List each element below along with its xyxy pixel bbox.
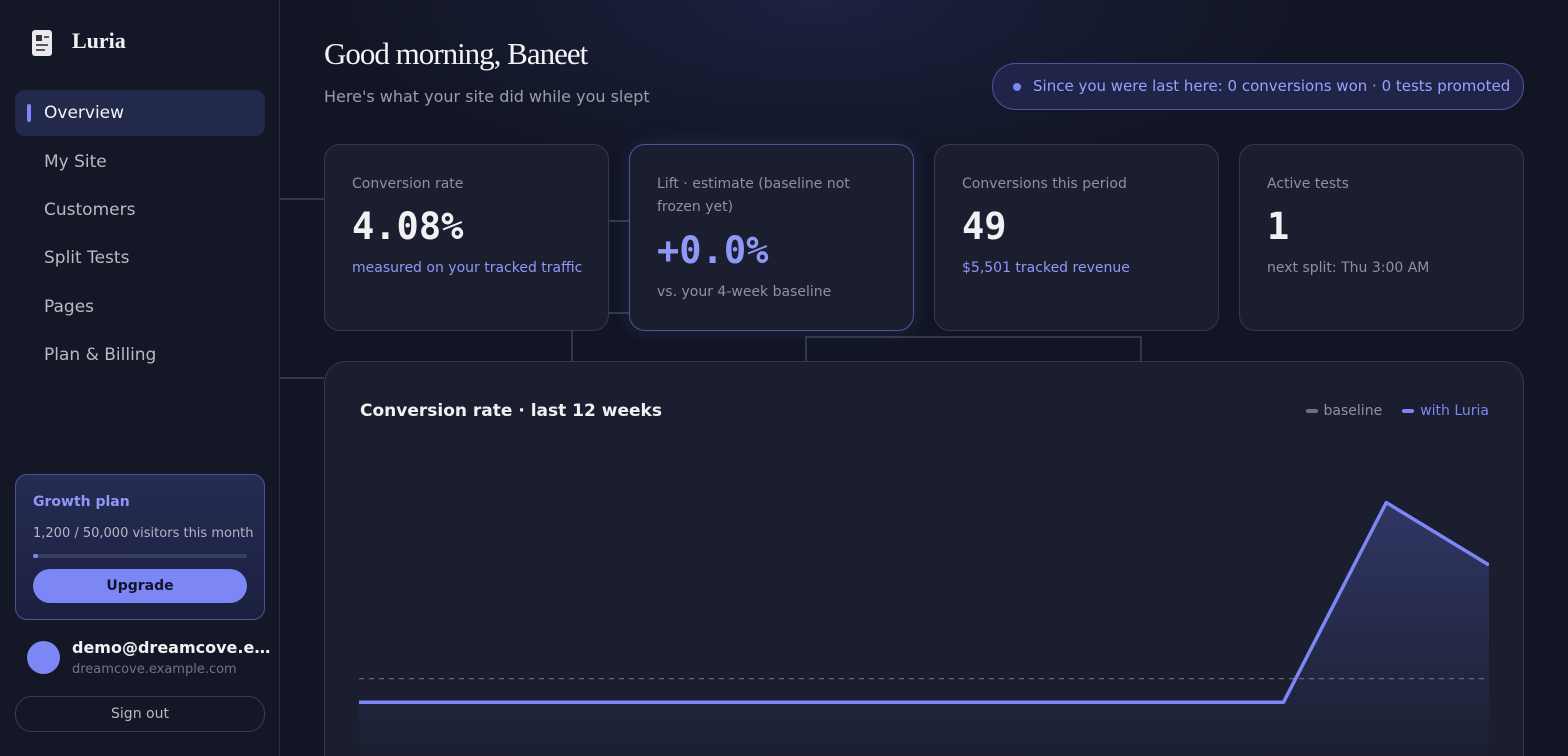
legend: baseline with Luria: [1305, 403, 1489, 419]
greeting: Good morning, Baneet: [324, 36, 588, 71]
user-site: dreamcove.example.com: [72, 662, 237, 677]
stat-note: next split: Thu 3:00 AM: [1267, 260, 1430, 276]
logo-icon: [32, 30, 52, 56]
line-chart: [359, 500, 1489, 756]
area: [359, 502, 1489, 756]
nav-item[interactable]: Split Tests: [44, 248, 130, 268]
banner-text: Since you were last here: 0 conversions …: [1033, 77, 1511, 95]
legend-item: with Luria: [1402, 403, 1489, 419]
chart-title: Conversion rate · last 12 weeks: [360, 401, 662, 421]
avatar: [27, 641, 60, 674]
legend-label: with Luria: [1420, 403, 1489, 419]
banner: Since you were last here: 0 conversions …: [992, 63, 1524, 110]
plan-usage: 1,200 / 50,000 visitors this month: [33, 526, 254, 541]
stat-value: 1: [1267, 205, 1290, 248]
nav-item[interactable]: Pages: [44, 297, 95, 317]
line: [359, 500, 1489, 704]
subtitle: Here's what your site did while you slep…: [324, 87, 650, 106]
legend-swatch: [1402, 409, 1415, 413]
stat-label: Lift · estimate (baseline not frozen yet…: [657, 176, 850, 215]
nav-item[interactable]: My Site: [44, 152, 107, 172]
brand-name: Luria: [72, 28, 126, 53]
legend-item: baseline: [1305, 403, 1383, 419]
nav-item[interactable]: Plan & Billing: [44, 345, 157, 365]
legend-label: baseline: [1323, 403, 1383, 419]
plan-title: Growth plan: [33, 494, 130, 510]
upgrade-button[interactable]: Upgrade: [33, 569, 247, 603]
stat-note: measured on your tracked traffic: [352, 260, 583, 276]
nav-item[interactable]: Customers: [44, 200, 136, 220]
stat-label: Conversion rate: [352, 176, 464, 192]
stat-card: Active tests 1 next split: Thu 3:00 AM: [1239, 144, 1524, 331]
stat-label: Active tests: [1267, 176, 1349, 192]
stat-value: 4.08%: [352, 205, 464, 248]
sign-out-button[interactable]: Sign out: [15, 696, 265, 732]
legend-swatch: [1305, 409, 1318, 413]
usage-fill: [33, 554, 38, 558]
connector: [609, 220, 629, 314]
stat-value: +0.0%: [657, 229, 769, 272]
stat-note: $5,501 tracked revenue: [962, 260, 1130, 276]
stat-label: Conversions this period: [962, 176, 1127, 192]
stat-card: Lift · estimate (baseline not frozen yet…: [629, 144, 914, 331]
stat-card: Conversions this period 49 $5,501 tracke…: [934, 144, 1219, 331]
user-email: demo@dreamcove.e…: [72, 638, 271, 657]
stat-value: 49: [962, 205, 1007, 248]
stat-note: vs. your 4-week baseline: [657, 284, 832, 300]
plan-card: Growth plan 1,200 / 50,000 visitors this…: [15, 474, 265, 620]
nav-item[interactable]: Overview: [15, 90, 265, 136]
stat-card: Conversion rate 4.08% measured on your t…: [324, 144, 609, 331]
usage-bar: [33, 554, 247, 558]
sidebar: Luria Overview My Site Customers Split T…: [0, 0, 280, 756]
banner-dot: [1013, 83, 1021, 91]
connector: [805, 336, 1142, 361]
